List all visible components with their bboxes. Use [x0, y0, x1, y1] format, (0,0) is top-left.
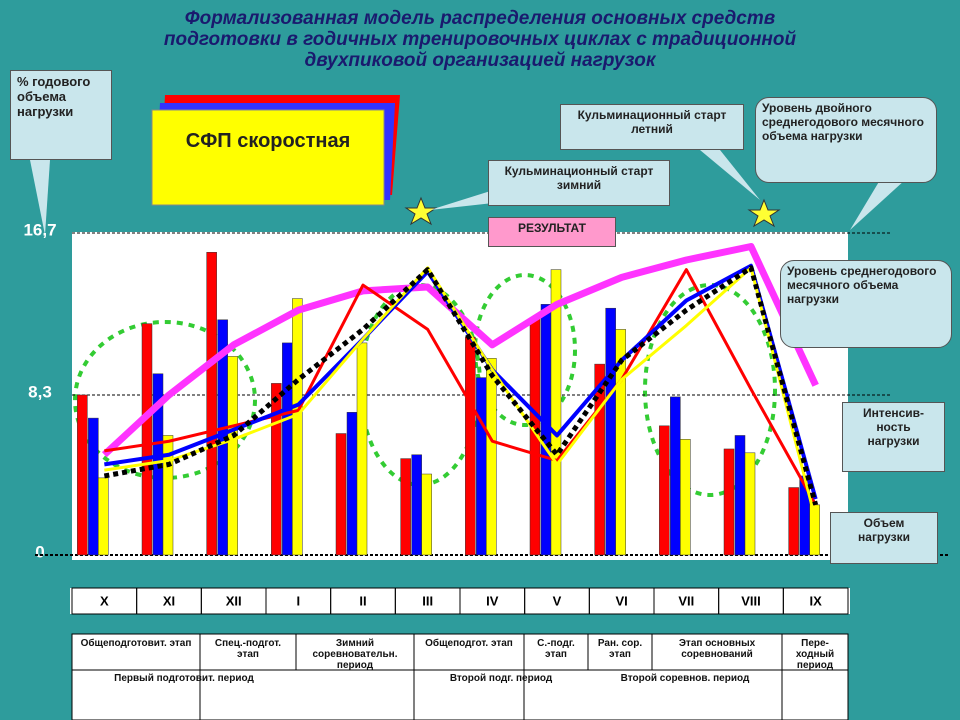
title-line: подготовки в годичных тренировочных цикл…	[163, 29, 797, 50]
x-tick-label: III	[422, 593, 433, 608]
bar	[292, 298, 303, 556]
bar	[723, 448, 735, 556]
x-tick-label: IX	[810, 593, 823, 608]
bar	[411, 454, 422, 556]
y-tick-label: 0	[35, 542, 44, 561]
line	[103, 265, 819, 506]
bar	[77, 394, 88, 556]
stage: Общеподготовит. этап	[80, 638, 192, 649]
title-line: Формализованная модель распределения осн…	[184, 8, 776, 29]
stage: С.-подг. этап	[537, 638, 575, 660]
bar	[550, 269, 562, 556]
callout: РЕЗУЛЬТАТ	[488, 217, 616, 247]
period: Первый подготовит. период	[114, 673, 254, 684]
callout: Кульминационный старт летний	[560, 104, 744, 150]
stage-table	[71, 633, 849, 720]
stage: Общеподгот. этап	[425, 638, 513, 649]
bar	[594, 363, 605, 556]
bar	[734, 435, 746, 556]
callout: Уровень среднегодового месячного объема …	[780, 260, 952, 348]
bar	[615, 329, 626, 556]
line	[101, 242, 819, 458]
x-tick-label: VII	[678, 593, 694, 608]
line	[104, 268, 817, 506]
bar	[744, 452, 756, 556]
title-line: двухпиковой организацией нагрузок	[304, 50, 656, 71]
bar	[421, 473, 432, 556]
bar	[659, 425, 670, 556]
x-tick-label: I	[297, 593, 301, 608]
callout: Кульминационный старт зимний	[488, 160, 670, 206]
callout: Интенсив-ность нагрузки	[842, 402, 945, 472]
bar	[486, 358, 497, 556]
stage: Ран. сор. этап	[597, 638, 643, 660]
highlight	[643, 283, 777, 497]
stage: Пере-ходный период	[795, 638, 835, 671]
x-tick-label: VI	[616, 593, 628, 608]
bar	[141, 323, 153, 556]
bar	[162, 435, 174, 556]
bar	[476, 377, 487, 556]
card	[151, 109, 385, 206]
bar	[335, 433, 347, 556]
title: Формализованная модель распределения осн…	[60, 8, 900, 71]
y-tick-label: 16,7	[23, 220, 56, 239]
highlight	[473, 273, 577, 427]
category-cell	[782, 587, 849, 615]
bar	[680, 439, 691, 556]
star	[747, 198, 781, 228]
bar	[346, 412, 358, 556]
card-label: СФП скоростная	[185, 130, 351, 152]
x-tick-label: IV	[486, 593, 499, 608]
x-tick-label: V	[553, 593, 562, 608]
x-tick-label: XI	[163, 593, 175, 608]
bar	[605, 307, 616, 556]
x-tick-label: X	[100, 593, 109, 608]
pointer	[850, 180, 905, 230]
stage: Спец.-подгот. этап	[214, 638, 282, 660]
stage: Зимний соревновательн. период	[312, 638, 398, 671]
bar	[465, 336, 476, 556]
stage: Этап основных соревнований	[678, 638, 756, 660]
bar	[788, 487, 799, 556]
x-tick-label: VIII	[741, 593, 761, 608]
plot-area	[72, 232, 848, 560]
period: Второй подг. период	[449, 673, 553, 684]
callout: Объем нагрузки	[830, 512, 938, 564]
bar	[88, 417, 99, 556]
bar	[271, 383, 282, 556]
period: Второй соревнов. период	[620, 673, 750, 684]
bar	[98, 477, 109, 556]
y-tick-label: 8,3	[28, 382, 52, 401]
bar	[206, 252, 217, 556]
x-tick-label: XII	[226, 593, 242, 608]
star	[404, 196, 438, 226]
bar	[282, 342, 293, 556]
bar	[356, 342, 368, 556]
highlight	[73, 320, 257, 480]
bar	[400, 458, 411, 556]
x-tick-label: II	[359, 593, 366, 608]
pointer	[30, 160, 50, 235]
bar	[227, 356, 238, 556]
callout: Уровень двойного среднегодового месячног…	[755, 97, 937, 183]
bar	[670, 396, 681, 556]
callout: % годового объема нагрузки	[10, 70, 112, 160]
pointer	[700, 150, 760, 200]
